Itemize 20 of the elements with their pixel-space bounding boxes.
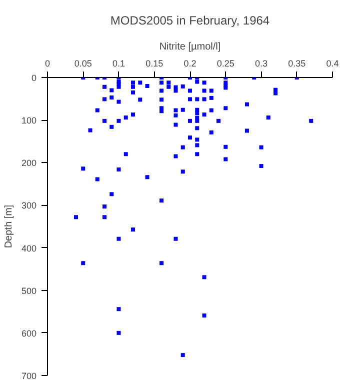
x-tick-label: 0.3 [254,58,268,68]
x-tick-label: 0.05 [74,58,92,68]
x-axis-title: Nitrite [µmol/l] [159,42,221,52]
x-tick-label: 0.35 [288,58,306,68]
x-tick-label: 0 [44,58,50,68]
x-tick-label: 0.1 [112,58,126,68]
chart-title: MODS2005 in February, 1964 [110,14,270,28]
y-tick-label: 400 [21,243,37,254]
x-tick-label: 0.25 [216,58,234,68]
x-tick-label: 0.4 [326,58,339,68]
x-tick-label: 0.2 [184,58,196,68]
y-tick-label: 300 [21,200,37,211]
y-tick-label: 600 [21,328,37,338]
y-tick-label: 700 [21,371,37,381]
y-tick-label: 0 [31,73,37,83]
y-tick-label: 200 [21,158,37,168]
y-tick-label: 100 [21,116,37,126]
x-tick-label: 0.15 [146,58,164,68]
y-axis-title: Depth [m] [3,204,14,248]
y-tick-label: 500 [21,286,37,296]
